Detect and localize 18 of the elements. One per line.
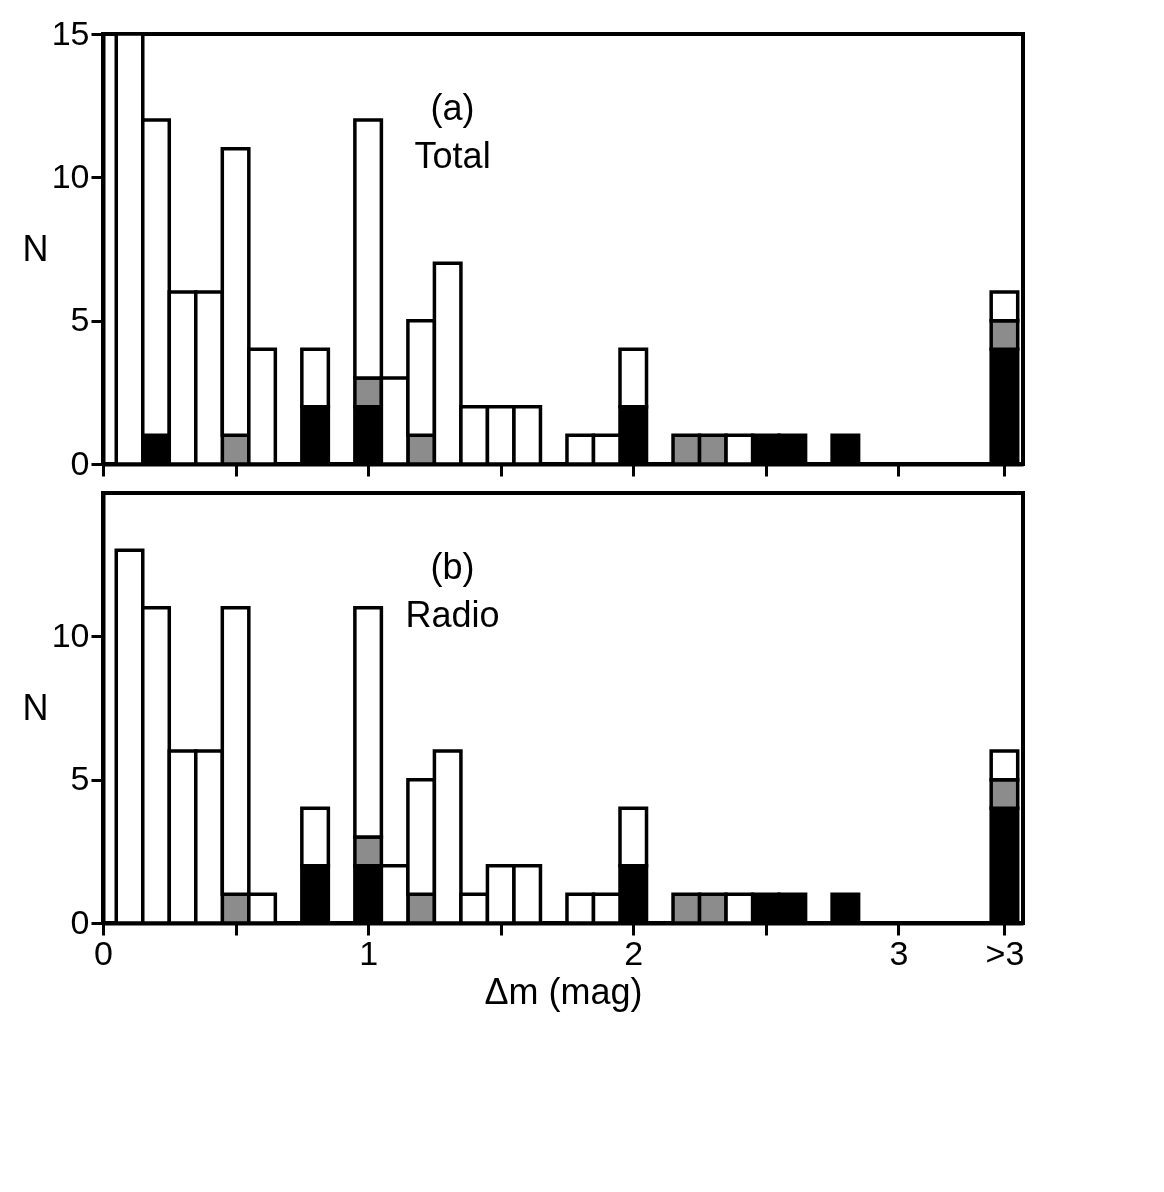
y-tick-label: 10 [51,156,90,195]
y-tick-label: 10 [51,615,90,654]
x-axis-title: Δm (mag) [484,970,643,1012]
annotation: (b) [430,546,475,587]
y-tick-label: 0 [70,902,90,941]
x-tick-label: 1 [359,933,379,972]
y-axis-title: N [22,227,49,269]
x-tick-label: 3 [889,933,909,972]
y-axis-title: N [22,686,49,728]
y-tick-label: 15 [51,13,90,52]
annotation: Radio [405,594,500,635]
y-tick-label: 5 [70,300,90,339]
x-tick-label: 2 [624,933,644,972]
y-tick-label: 0 [70,443,90,482]
annotation: Total [414,135,491,176]
x-tick-label: >3 [985,933,1025,972]
y-tick-label: 5 [70,759,90,798]
annotation: (a) [430,87,475,128]
